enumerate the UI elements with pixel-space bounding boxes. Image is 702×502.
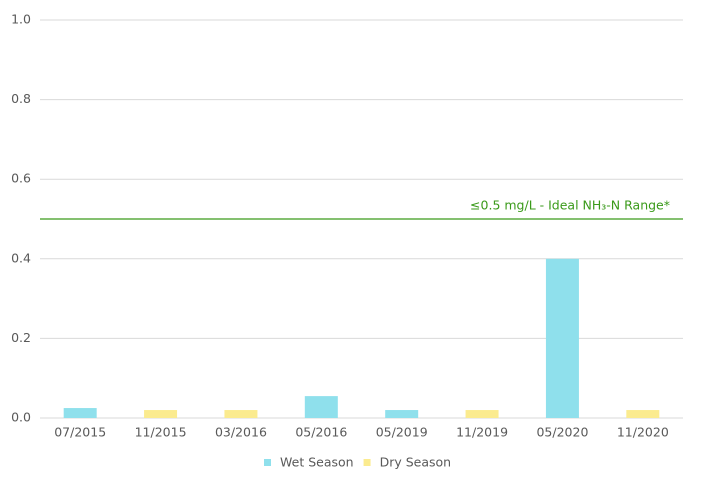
legend-label: Dry Season	[380, 455, 452, 470]
x-tick-label: 11/2019	[456, 425, 508, 440]
legend-marker	[264, 459, 271, 466]
y-tick-label: 0.4	[11, 250, 31, 265]
y-tick-label: 0.8	[11, 91, 31, 106]
x-tick-label: 11/2015	[135, 425, 187, 440]
bar	[385, 410, 419, 418]
y-tick-label: 0.2	[11, 330, 31, 345]
y-tick-label: 0.6	[11, 171, 31, 186]
bar	[63, 408, 97, 418]
x-tick-label: 03/2016	[215, 425, 267, 440]
x-tick-label: 11/2020	[617, 425, 669, 440]
bar	[224, 410, 258, 418]
x-tick-label: 05/2016	[295, 425, 347, 440]
bar	[144, 410, 178, 418]
x-tick-label: 05/2020	[536, 425, 588, 440]
y-tick-label: 1.0	[11, 12, 31, 27]
x-tick-label: 07/2015	[54, 425, 106, 440]
bar	[626, 410, 660, 418]
y-tick-label: 0.0	[11, 410, 31, 425]
legend-label: Wet Season	[280, 455, 354, 470]
bar	[304, 396, 338, 418]
legend-marker	[363, 459, 371, 466]
bar	[545, 258, 579, 418]
reference-label: ≤0.5 mg/L - Ideal NH₃-N Range*	[470, 198, 670, 213]
x-tick-label: 05/2019	[376, 425, 428, 440]
bar	[465, 410, 499, 418]
